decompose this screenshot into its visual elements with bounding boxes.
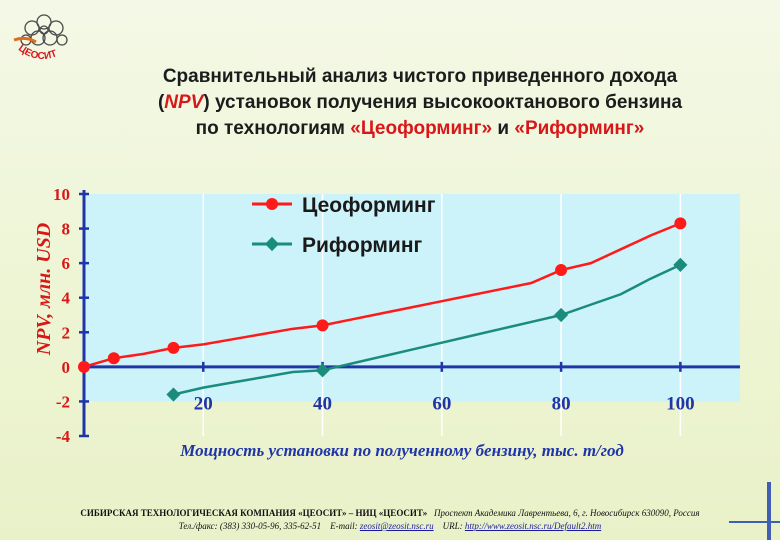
decorative-horizontal-line (729, 521, 780, 523)
y-axis-label: NPV, млн. USD (33, 223, 55, 357)
x-tick-label: 60 (432, 393, 451, 414)
slide-title: Сравнительный анализ чистого приведенног… (70, 64, 770, 142)
footer-company: СИБИРСКАЯ ТЕХНОЛОГИЧЕСКАЯ КОМПАНИЯ «ЦЕОС… (80, 508, 428, 518)
legend-label: Риформинг (302, 234, 423, 257)
title-line-2: ) установок получения высокооктанового б… (203, 92, 683, 113)
y-tick-label: 10 (53, 185, 70, 204)
footer-email-label: E-mail: (330, 521, 360, 531)
svg-text:ЦЕОСИТ: ЦЕОСИТ (16, 43, 58, 62)
data-point (673, 257, 688, 272)
legend-label: Цеоформинг (302, 194, 436, 217)
y-tick-label: 2 (62, 323, 71, 342)
x-tick-label: 80 (552, 393, 571, 414)
x-tick-label: 100 (666, 393, 695, 414)
data-point (167, 341, 180, 354)
title-line-3-mid: и (492, 118, 515, 139)
plot-area (84, 194, 740, 402)
title-line-1: Сравнительный анализ чистого приведенног… (162, 66, 678, 87)
footer: СИБИРСКАЯ ТЕХНОЛОГИЧЕСКАЯ КОМПАНИЯ «ЦЕОС… (20, 507, 760, 533)
legend-marker (264, 236, 280, 252)
data-point (555, 264, 568, 277)
logo-text: ЦЕОСИТ (16, 43, 58, 62)
decorative-vertical-line (767, 482, 771, 540)
npv-chart: -4 -2 0 2 4 6 8 10 20 40 60 80 100 Мощность установки… (33, 185, 740, 460)
footer-email-link[interactable]: zeosit@zeosit.nsc.ru (359, 521, 434, 531)
zeolite-lattice-icon (20, 14, 68, 46)
data-point (107, 352, 120, 365)
y-tick-label: 8 (62, 220, 71, 239)
data-point (78, 360, 90, 373)
title-zeoforming: «Цеоформинг» (350, 118, 493, 139)
footer-phone: Тел./факс: (383) 330-05-96, 335-62-51 (178, 521, 322, 531)
title-npv: NPV (164, 92, 204, 113)
y-tick-label: -4 (56, 427, 71, 446)
company-logo: ЦЕОСИТ (13, 14, 68, 62)
y-tick-label: 4 (62, 289, 71, 308)
footer-url-label: URL: (442, 521, 465, 531)
x-tick-label: 20 (194, 393, 213, 414)
data-point (316, 319, 329, 332)
y-tick-label: 0 (62, 358, 71, 377)
data-point (166, 387, 181, 402)
title-paren: ( (157, 92, 165, 113)
x-tick-label: 40 (313, 393, 332, 414)
x-axis-label: Мощность установки по полученному бензин… (179, 441, 624, 460)
data-point (315, 363, 330, 378)
y-tick-label: -2 (56, 392, 70, 411)
y-tick-label: 6 (62, 254, 71, 273)
title-reforming: «Риформинг» (514, 118, 645, 139)
legend-marker (266, 198, 278, 210)
title-line-3-start: по технологиям (195, 118, 351, 139)
series-line (83, 222, 681, 369)
series-line (173, 263, 681, 396)
footer-address: Проспект Академика Лаврентьева, 6, г. Но… (433, 508, 700, 518)
footer-url-link[interactable]: http://www.zeosit.nsc.ru/Default2.htm (464, 521, 602, 531)
data-point (674, 217, 687, 230)
data-point (554, 307, 569, 323)
